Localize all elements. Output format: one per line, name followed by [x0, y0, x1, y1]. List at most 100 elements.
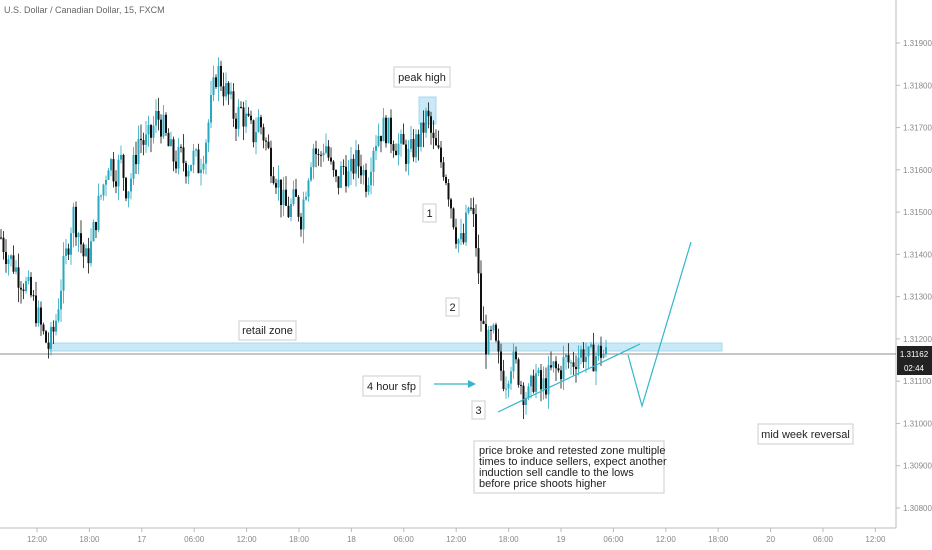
candle-bear [345, 166, 347, 187]
candle-bull [355, 150, 357, 174]
candle-bear [560, 370, 562, 380]
commentary-box[interactable]: price broke and retested zone multiple t… [473, 440, 667, 494]
peak-high-label[interactable]: peak high [393, 66, 451, 88]
y-tick-label: 1.31900 [903, 39, 932, 48]
candle-bear [135, 154, 137, 165]
candle-bear [440, 147, 442, 163]
candle-bull [57, 309, 60, 321]
candle-bull [120, 154, 122, 160]
candle-bear [270, 147, 272, 177]
retail-zone-label[interactable]: retail zone [238, 320, 297, 341]
candle-bull [562, 357, 565, 380]
candle-bull [37, 307, 40, 324]
svg-text:1.31162: 1.31162 [900, 350, 929, 359]
candle-bull [245, 113, 247, 127]
candle-bull [85, 248, 87, 257]
candle-bear [47, 342, 50, 349]
svg-text:1: 1 [426, 208, 432, 220]
triangle-support-line[interactable] [497, 343, 641, 413]
x-tick-label: 12:00 [237, 535, 258, 544]
candle-bull [77, 233, 80, 238]
candle-bear [252, 120, 255, 143]
candle-bear [480, 273, 482, 321]
y-tick-label: 1.30900 [903, 462, 932, 471]
candle-bear [545, 378, 547, 395]
candle-bull [302, 199, 305, 230]
candle-bear [412, 139, 415, 158]
candle-bull [577, 357, 580, 370]
candle-bull [100, 195, 102, 197]
candle-bear [40, 307, 42, 325]
candle-bear [285, 189, 287, 206]
candle-bear [0, 237, 2, 239]
candle-bull [467, 207, 470, 213]
candle-bear [572, 362, 575, 367]
candle-bull [187, 170, 190, 177]
retail-zone-rect[interactable] [49, 342, 723, 352]
candle-bear [142, 140, 145, 145]
candle-bear [455, 227, 457, 244]
candle-bear [215, 77, 217, 87]
candle-bear [17, 267, 20, 288]
candle-bull [65, 248, 67, 257]
candle-bear [140, 138, 142, 141]
candle-bear [582, 349, 585, 362]
candle-bull [565, 355, 567, 358]
peak-high-rect[interactable] [418, 96, 437, 125]
candle-bear [2, 237, 5, 253]
label-2[interactable]: 2 [445, 297, 460, 317]
candle-bear [435, 138, 437, 146]
candle-bear [182, 147, 185, 164]
candle-bear [232, 91, 235, 119]
candle-bull [400, 133, 402, 144]
candle-bull [505, 388, 507, 390]
candle-bear [247, 113, 250, 116]
projection-path[interactable] [627, 241, 692, 409]
candle-bear [112, 159, 115, 182]
label-1[interactable]: 1 [422, 203, 437, 223]
candle-bear [287, 205, 290, 218]
candle-bear [390, 117, 392, 145]
time-axis[interactable]: 12:00 18:00 17 06:00 12:00 18:00 18 06:00 12:00 1… [27, 528, 886, 544]
y-tick-label: 1.31000 [903, 419, 932, 428]
candle-bear [337, 176, 340, 188]
candle-bull [205, 142, 207, 164]
candle-bull [132, 154, 135, 179]
x-tick-label: 17 [137, 535, 146, 544]
x-tick-label: 19 [557, 535, 566, 544]
candle-bull [537, 370, 540, 374]
four-hour-sfp-label[interactable]: 4 hour sfp [362, 375, 421, 397]
candle-bear [447, 183, 450, 200]
candle-bull [370, 171, 372, 186]
candle-bear [592, 344, 595, 372]
candle-bull [542, 378, 545, 390]
y-tick-label: 1.31700 [903, 124, 932, 133]
candle-bear [402, 133, 405, 145]
candle-bear [280, 179, 282, 206]
candle-bear [462, 233, 465, 243]
mid-week-reversal-label[interactable]: mid week reversal [757, 423, 854, 445]
x-tick-label: 18:00 [289, 535, 310, 544]
countdown-badge: 02:44 [897, 361, 932, 375]
candle-bull [107, 170, 110, 180]
candle-bull [510, 371, 512, 384]
candle-bear [517, 359, 520, 385]
label-3[interactable]: 3 [471, 400, 486, 420]
candle-bear [442, 162, 445, 178]
candle-bear [260, 117, 262, 128]
candle-bear [330, 157, 332, 162]
candle-bull [307, 180, 310, 197]
candle-bull [585, 356, 587, 362]
x-tick-label: 20 [766, 535, 775, 544]
candle-bull [535, 373, 537, 392]
candle-bear [95, 222, 97, 231]
candle-bull [105, 179, 107, 185]
candle-bear [297, 196, 300, 217]
price-axis[interactable]: 1.31900 1.31800 1.31700 1.31600 1.31500 1.314… [896, 39, 932, 513]
candle-bear [470, 207, 472, 209]
candle-bull [137, 138, 140, 165]
candle-bull [512, 351, 515, 372]
candle-bear [35, 295, 37, 324]
candle-bear [32, 295, 35, 297]
